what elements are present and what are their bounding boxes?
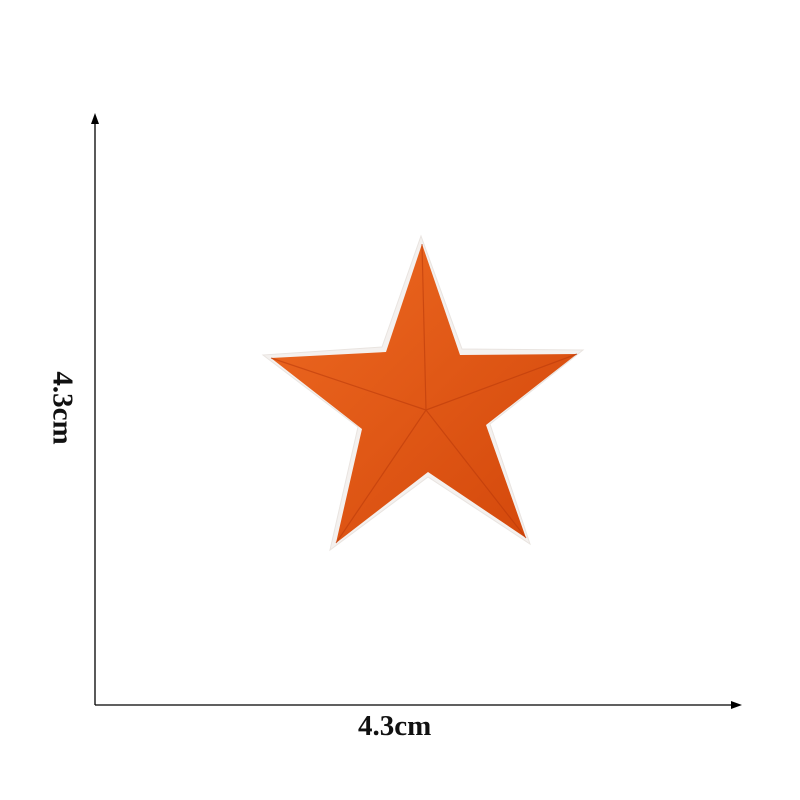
star-stitch-lines (270, 243, 578, 544)
star-patch (261, 234, 585, 552)
star-icon (271, 244, 577, 543)
height-label: 4.3cm (46, 371, 79, 445)
up-arrow-icon (91, 113, 99, 124)
right-arrow-icon (731, 701, 742, 709)
dimension-axes (91, 113, 742, 709)
width-label: 4.3cm (358, 710, 432, 742)
